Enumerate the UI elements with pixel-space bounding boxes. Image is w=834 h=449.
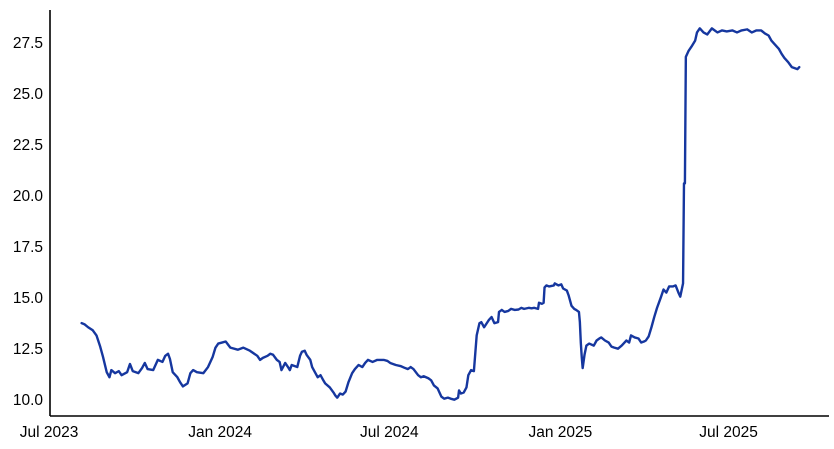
x-tick-label: Jan 2024 [188, 424, 252, 441]
x-tick-label: Jul 2023 [20, 424, 79, 441]
x-tick-label: Jul 2025 [699, 424, 758, 441]
price-line-series [80, 27, 801, 401]
y-tick-label: 12.5 [13, 341, 43, 358]
y-tick-label: 17.5 [13, 239, 43, 256]
y-tick-label: 27.5 [13, 35, 43, 52]
x-axis-tick-labels: Jul 2023 Jan 2024 Jul 2024 Jan 2025 Jul 2025 [20, 424, 758, 441]
y-axis-tick-labels: 10.0 12.5 15.0 17.5 20.0 22.5 25.0 27.5 [13, 35, 44, 409]
plot-area: 10.0 12.5 15.0 17.5 20.0 22.5 25.0 27.5 Jul 202… [13, 10, 829, 441]
x-tick-label: Jul 2024 [360, 424, 419, 441]
y-tick-label: 10.0 [13, 392, 44, 409]
y-tick-label: 15.0 [13, 290, 44, 307]
y-tick-label: 20.0 [13, 188, 44, 205]
y-tick-label: 25.0 [13, 86, 44, 103]
y-tick-label: 22.5 [13, 137, 43, 154]
x-tick-label: Jan 2025 [528, 424, 592, 441]
